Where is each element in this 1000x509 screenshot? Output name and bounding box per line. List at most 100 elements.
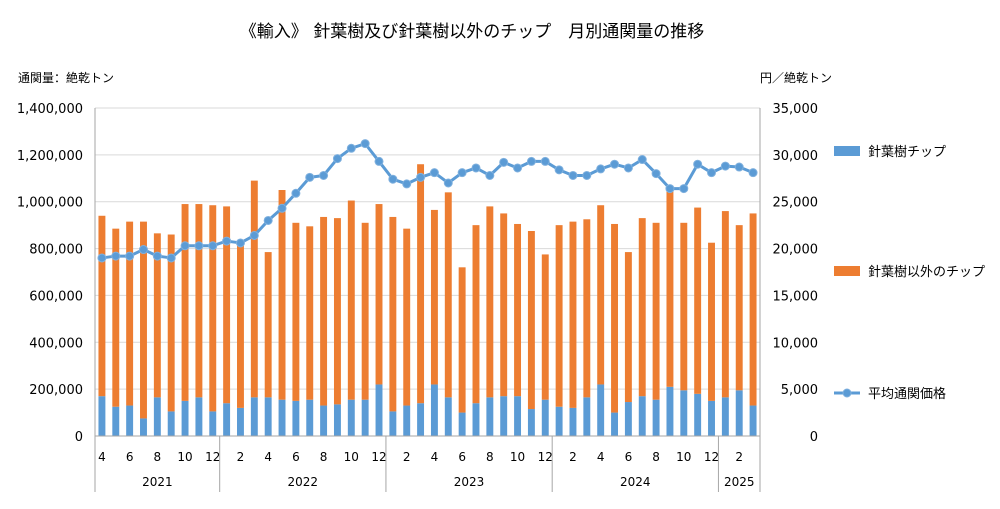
bar-nonconifer [237, 243, 244, 408]
bar-conifer [597, 384, 605, 436]
price-point [720, 161, 730, 171]
price-point [332, 154, 342, 164]
bar-conifer [472, 403, 480, 436]
bar-nonconifer [403, 228, 411, 406]
price-point [277, 203, 287, 213]
price-point [319, 170, 329, 180]
bar-conifer [721, 397, 729, 436]
bar-nonconifer [652, 222, 660, 400]
bar-nonconifer [527, 231, 535, 410]
bar-conifer [652, 399, 660, 436]
month-label: 2 [237, 450, 245, 464]
price-point [374, 156, 384, 166]
price-point [208, 241, 218, 251]
bar-nonconifer [167, 234, 175, 412]
bar-conifer [569, 407, 577, 436]
price-point [416, 172, 426, 182]
price-point [623, 163, 633, 173]
bar-conifer [486, 397, 494, 436]
month-label: 2 [735, 450, 743, 464]
bar-nonconifer [541, 254, 549, 400]
price-point [693, 159, 703, 169]
bar-conifer [624, 402, 632, 436]
month-label: 2 [569, 450, 577, 464]
bar-nonconifer [721, 211, 729, 398]
price-point [97, 253, 107, 263]
bar-conifer [320, 405, 328, 436]
left-tick-label: 1,400,000 [17, 102, 83, 117]
year-label: 2023 [454, 475, 485, 489]
bar-nonconifer [223, 206, 231, 404]
bar-conifer [389, 411, 397, 436]
bar-conifer [638, 396, 646, 436]
bar-conifer [403, 405, 411, 436]
price-point [582, 170, 592, 180]
year-label: 2022 [288, 475, 319, 489]
bar-nonconifer [112, 228, 120, 407]
bar-nonconifer [126, 221, 134, 406]
bar-nonconifer [320, 216, 328, 406]
bar-nonconifer [597, 205, 605, 385]
bar-conifer [181, 400, 189, 436]
bar-nonconifer [264, 252, 272, 398]
bar-conifer [541, 399, 549, 436]
month-label: 12 [538, 450, 553, 464]
right-tick-label: 30,000 [773, 149, 819, 164]
left-tick-label: 1,200,000 [17, 149, 83, 164]
price-point [596, 164, 606, 174]
axis-layer: 0 200,000 400,000 600,000 800,000 1,000,000 1,… [17, 102, 818, 492]
price-point [138, 245, 148, 255]
bar-nonconifer [389, 216, 397, 412]
legend-label-price: 平均通関価格 [868, 386, 946, 402]
left-tick-label: 800,000 [29, 243, 83, 258]
year-label: 2021 [142, 475, 173, 489]
month-label: 4 [597, 450, 605, 464]
price-point [651, 169, 661, 179]
bar-conifer [430, 384, 438, 436]
bar-conifer [112, 406, 120, 436]
right-tick-label: 0 [810, 430, 818, 445]
month-label: 4 [98, 450, 106, 464]
price-line-layer [97, 139, 758, 263]
price-point [402, 179, 412, 189]
price-point [540, 156, 550, 166]
right-tick-label: 5,000 [781, 383, 818, 398]
bar-nonconifer [472, 225, 480, 404]
bar-nonconifer [444, 192, 452, 398]
bar-nonconifer [417, 164, 425, 404]
bar-conifer [694, 393, 702, 436]
bar-nonconifer [98, 215, 106, 397]
left-tick-label: 200,000 [29, 383, 83, 398]
right-tick-label: 20,000 [773, 243, 819, 258]
bar-nonconifer [361, 222, 369, 400]
bar-nonconifer [458, 267, 466, 413]
bar-conifer [458, 412, 466, 436]
year-label: 2025 [724, 475, 755, 489]
bar-nonconifer [708, 242, 715, 401]
month-label: 8 [486, 450, 494, 464]
price-point [166, 253, 176, 263]
bar-conifer [250, 397, 258, 436]
bar-conifer [333, 404, 341, 436]
bar-nonconifer [666, 187, 674, 387]
bar-conifer [375, 384, 383, 436]
bar-conifer [611, 412, 618, 436]
left-tick-label: 400,000 [29, 336, 83, 351]
price-point [471, 163, 481, 173]
bar-nonconifer [500, 213, 508, 397]
legend-label-nonconifer: 針葉樹以外のチップ [868, 265, 985, 280]
bar-nonconifer [569, 221, 577, 408]
right-axis-unit: 円／絶乾トン [760, 70, 832, 85]
bar-nonconifer [680, 222, 688, 391]
bar-nonconifer [306, 226, 314, 400]
legend-swatch-conifer [834, 146, 860, 156]
left-axis-unit: 通関量：絶乾トン [18, 70, 114, 85]
price-point [610, 159, 620, 169]
bar-conifer [749, 405, 757, 436]
price-point [222, 236, 232, 246]
month-label: 6 [292, 450, 300, 464]
bar-nonconifer [140, 221, 147, 419]
bar-conifer [680, 390, 688, 436]
